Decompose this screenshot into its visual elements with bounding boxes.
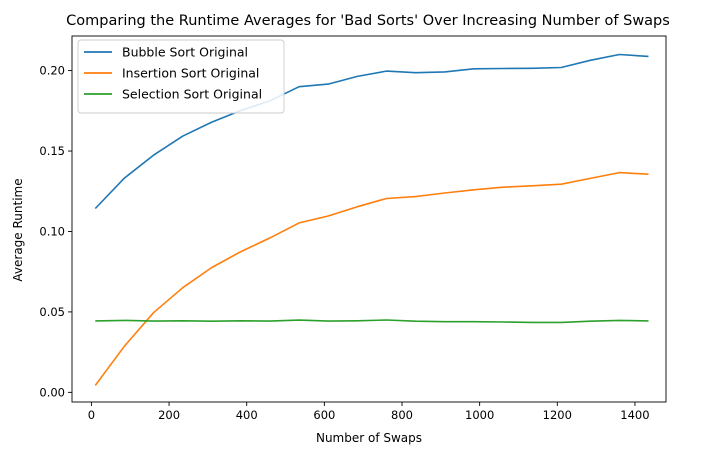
legend-box bbox=[77, 39, 285, 114]
chart-title: Comparing the Runtime Averages for 'Bad … bbox=[66, 13, 670, 29]
axes-frame bbox=[71, 35, 667, 403]
x-tick-label: 0 bbox=[88, 408, 95, 422]
x-axis-label: Number of Swaps bbox=[316, 431, 422, 445]
legend-label: Selection Sort Original bbox=[122, 87, 262, 102]
x-tick-label: 1000 bbox=[465, 408, 494, 422]
x-tick-label: 1200 bbox=[543, 408, 572, 422]
y-tick-label: 0.15 bbox=[39, 144, 65, 158]
x-tick-label: 600 bbox=[313, 408, 335, 422]
series-line-1 bbox=[94, 53, 649, 210]
series-line-2 bbox=[94, 171, 649, 386]
y-tick-label: 0.20 bbox=[39, 64, 65, 78]
legend-label: Bubble Sort Original bbox=[122, 45, 248, 60]
y-axis-label: Average Runtime bbox=[11, 178, 25, 281]
x-tick-label: 1400 bbox=[620, 408, 649, 422]
y-tick-label: 0.00 bbox=[39, 385, 65, 399]
x-tick-label: 400 bbox=[236, 408, 258, 422]
legend-label: Insertion Sort Original bbox=[122, 66, 259, 81]
plot-area: 0 200 400 600 800 1000 1200 1400 0.00 0.05 0.10 0.1… bbox=[39, 35, 667, 422]
y-tick-label: 0.05 bbox=[39, 305, 65, 319]
x-tick-label: 800 bbox=[391, 408, 413, 422]
x-tick-label: 200 bbox=[158, 408, 180, 422]
y-tick-label: 0.10 bbox=[39, 224, 65, 238]
series-line-3 bbox=[95, 319, 649, 324]
